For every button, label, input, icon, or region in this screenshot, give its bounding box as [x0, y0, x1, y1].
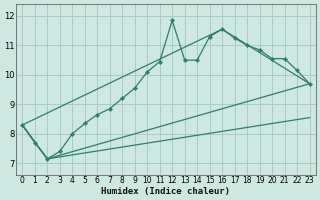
X-axis label: Humidex (Indice chaleur): Humidex (Indice chaleur) [101, 187, 230, 196]
